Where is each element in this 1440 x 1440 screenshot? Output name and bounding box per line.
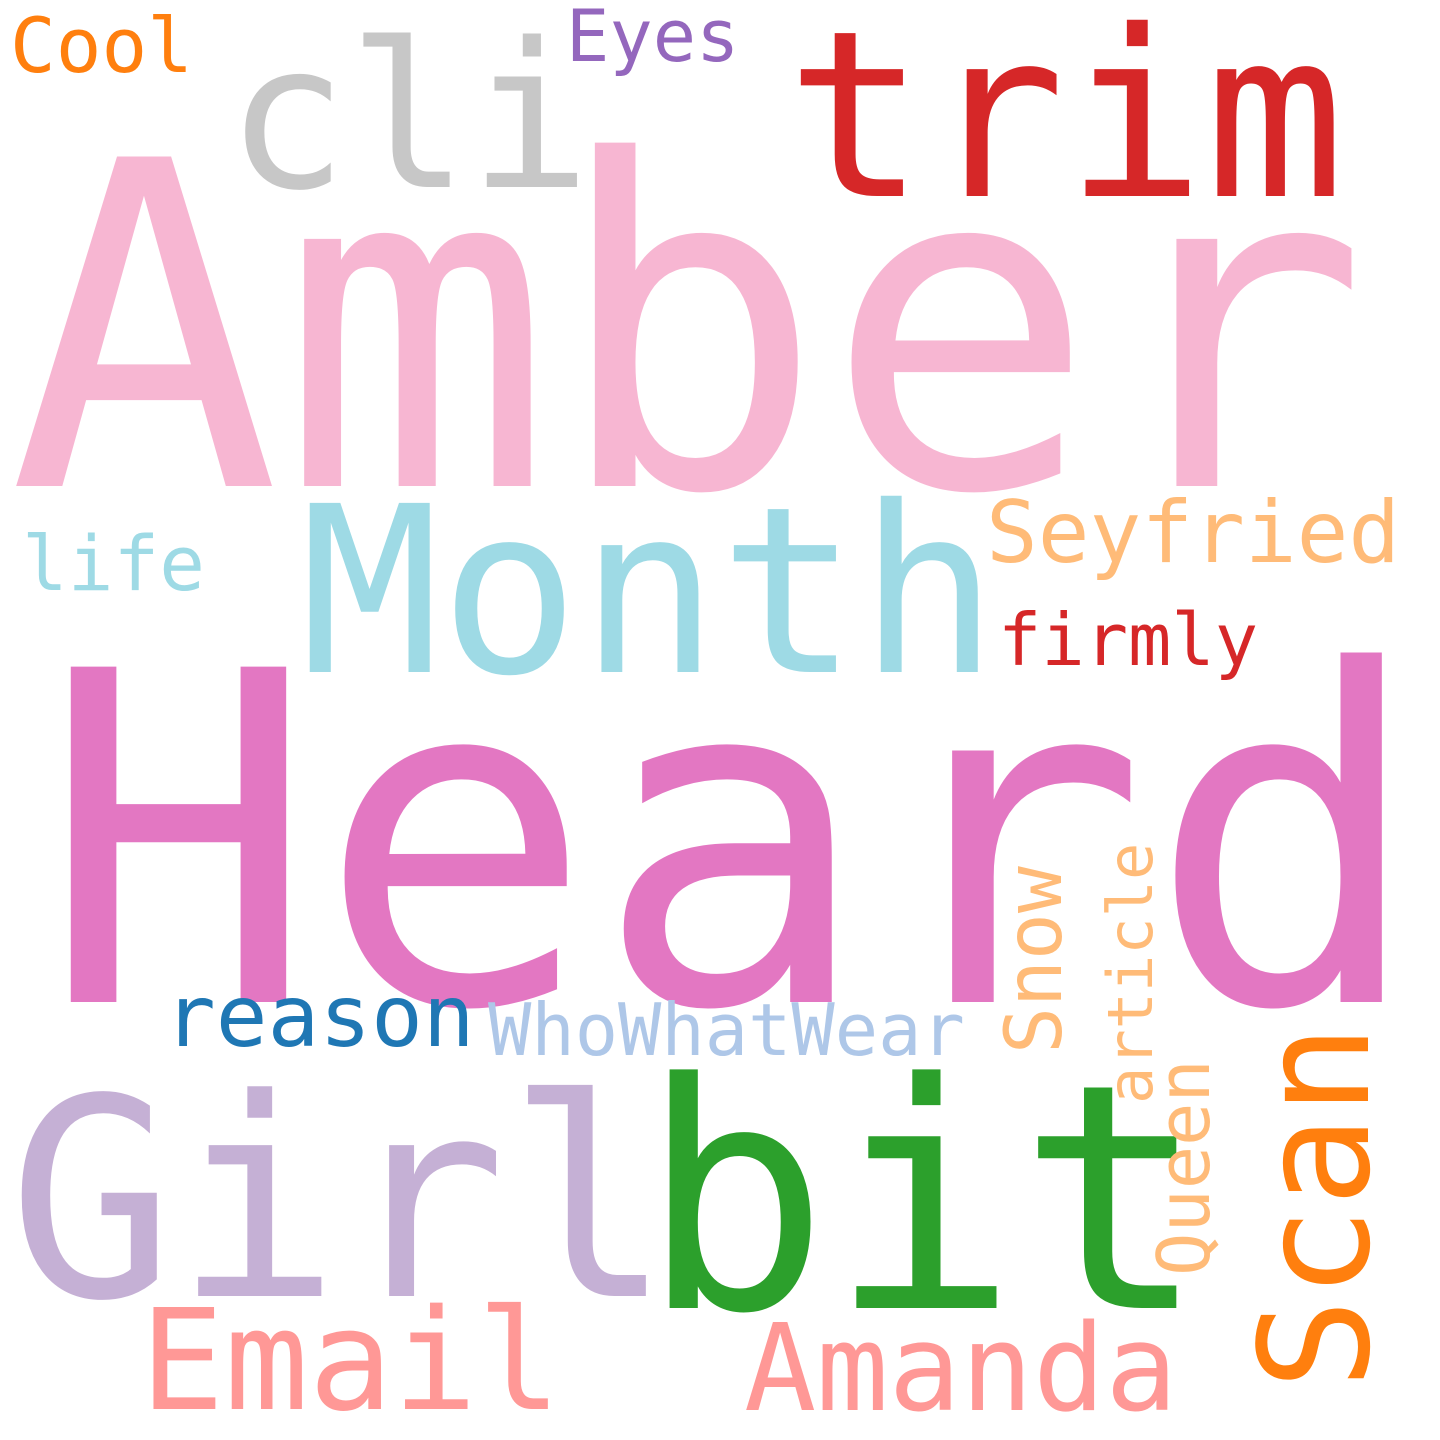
word-bit: bit [640, 1018, 1208, 1383]
word-trim: trim [786, 0, 1345, 251]
word-seyfried: Seyfried [986, 483, 1401, 583]
word-queen: Queen [1142, 1059, 1226, 1276]
word-firmly: firmly [998, 598, 1259, 682]
word-month: Month [300, 457, 999, 727]
word-amber: Amber [8, 66, 1369, 593]
word-life: life [22, 519, 206, 608]
word-email: Email [140, 1280, 562, 1440]
word-reason: reason [164, 967, 475, 1067]
word-snow: Snow [990, 866, 1080, 1054]
word-amanda: Amanda [744, 1300, 1178, 1439]
word-cli: cli [226, 0, 591, 235]
word-girl: Girl [8, 1041, 673, 1362]
word-cool: Cool [10, 1, 194, 90]
word-heard: Heard [40, 576, 1425, 1111]
word-eyes: Eyes [566, 0, 740, 78]
word-whowhatwear: WhoWhatWear [488, 988, 965, 1072]
word-scan: Scan [1227, 1023, 1404, 1390]
